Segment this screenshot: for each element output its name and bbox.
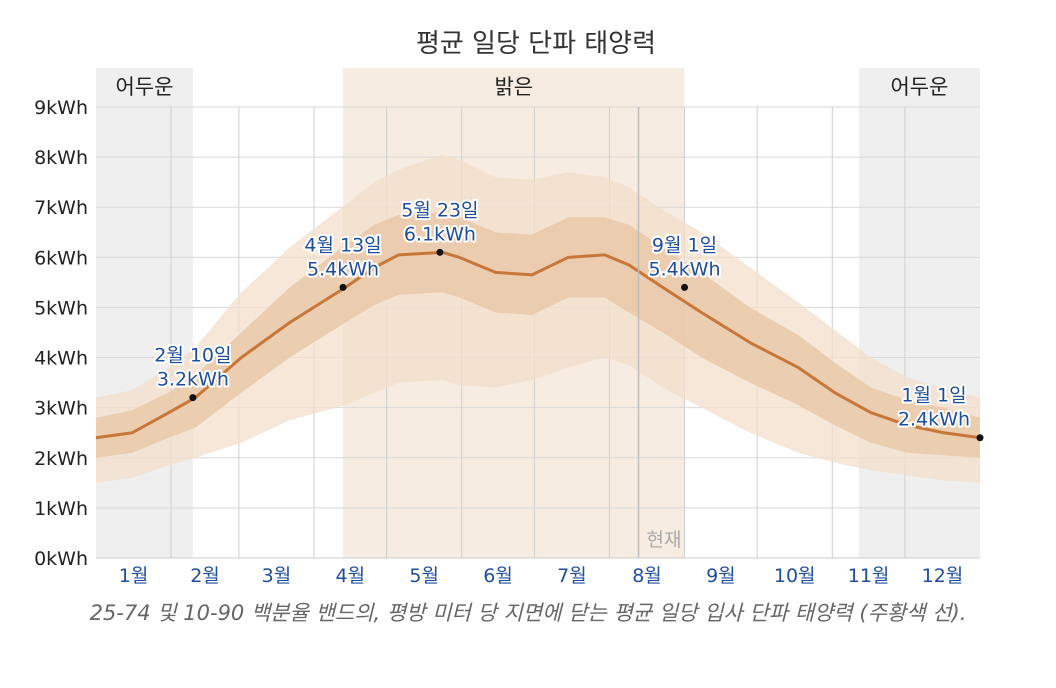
x-tick-label: 6월 — [483, 565, 513, 587]
y-axis: 0kWh 1kWh 2kWh 3kWh 4kWh 5kWh 6kWh 7kWh 8kWh 9kWh — [34, 97, 88, 570]
x-axis: 1월 2월 3월 4월 5월 6월 7월 8월 9월 10월 11월 12월 — [96, 557, 980, 587]
y-tick-label: 0kWh — [34, 548, 88, 570]
solar-chart: 평균 일당 단파 태양력 어두운 밝은 어두운 현재 0kWh 1kWh 2kWh 3kW… — [34, 29, 984, 587]
annotation-value: 2.4kWh — [898, 409, 970, 431]
percentile-bands — [96, 154, 980, 483]
y-tick-label: 8kWh — [34, 147, 88, 169]
period-label: 어두운 — [115, 75, 173, 99]
annotation-date: 2월 10일 — [154, 345, 231, 367]
y-tick-label: 7kWh — [34, 197, 88, 219]
annotation-value: 3.2kWh — [157, 369, 229, 391]
y-tick-label: 9kWh — [34, 97, 88, 119]
annotation-value: 6.1kWh — [404, 223, 476, 245]
annotation-date: 5월 23일 — [401, 199, 478, 221]
band-10-90 — [96, 154, 980, 483]
annotation-point — [436, 248, 444, 256]
annotation-point — [339, 283, 347, 291]
x-tick-label: 5월 — [409, 565, 439, 587]
now-marker: 현재 — [637, 107, 682, 558]
band-25-75 — [96, 212, 980, 458]
x-tick-label: 4월 — [336, 565, 366, 587]
y-tick-label: 4kWh — [34, 348, 88, 370]
annotation-date: 1월 1일 — [901, 385, 966, 407]
annotation-date: 4월 13일 — [304, 234, 381, 256]
y-tick-label: 5kWh — [34, 297, 88, 319]
annotation-point — [681, 283, 689, 291]
x-tick-label: 8월 — [632, 565, 662, 587]
annotation-point — [189, 394, 197, 402]
period-label: 밝은 — [494, 75, 533, 99]
x-tick-label: 9월 — [706, 565, 736, 587]
x-tick-label: 11월 — [848, 565, 890, 587]
mean-line-group — [95, 250, 981, 440]
y-tick-label: 2kWh — [34, 448, 88, 470]
x-tick-label: 3월 — [262, 565, 292, 587]
period-band — [96, 68, 193, 558]
y-tick-label: 1kWh — [34, 498, 88, 520]
x-tick-label: 2월 — [190, 565, 220, 587]
x-tick-label: 12월 — [922, 565, 964, 587]
period-label: 어두운 — [890, 75, 948, 99]
chart-caption: 25-74 및 10-90 백분율 밴드의, 평방 미터 당 지면에 닫는 평균… — [89, 601, 967, 625]
mean-line — [95, 250, 981, 440]
x-tick-label: 1월 — [119, 565, 149, 587]
annotation-value: 5.4kWh — [307, 258, 379, 280]
annotation-value: 5.4kWh — [648, 258, 720, 280]
annotation-point — [976, 434, 984, 442]
y-tick-label: 6kWh — [34, 247, 88, 269]
chart-title: 평균 일당 단파 태양력 — [416, 29, 656, 59]
period-band — [858, 68, 980, 558]
annotation-date: 9월 1일 — [652, 234, 717, 256]
x-tick-label: 7월 — [557, 565, 587, 587]
y-tick-label: 3kWh — [34, 398, 88, 420]
x-tick-label: 10월 — [774, 565, 816, 587]
now-label: 현재 — [647, 529, 682, 551]
